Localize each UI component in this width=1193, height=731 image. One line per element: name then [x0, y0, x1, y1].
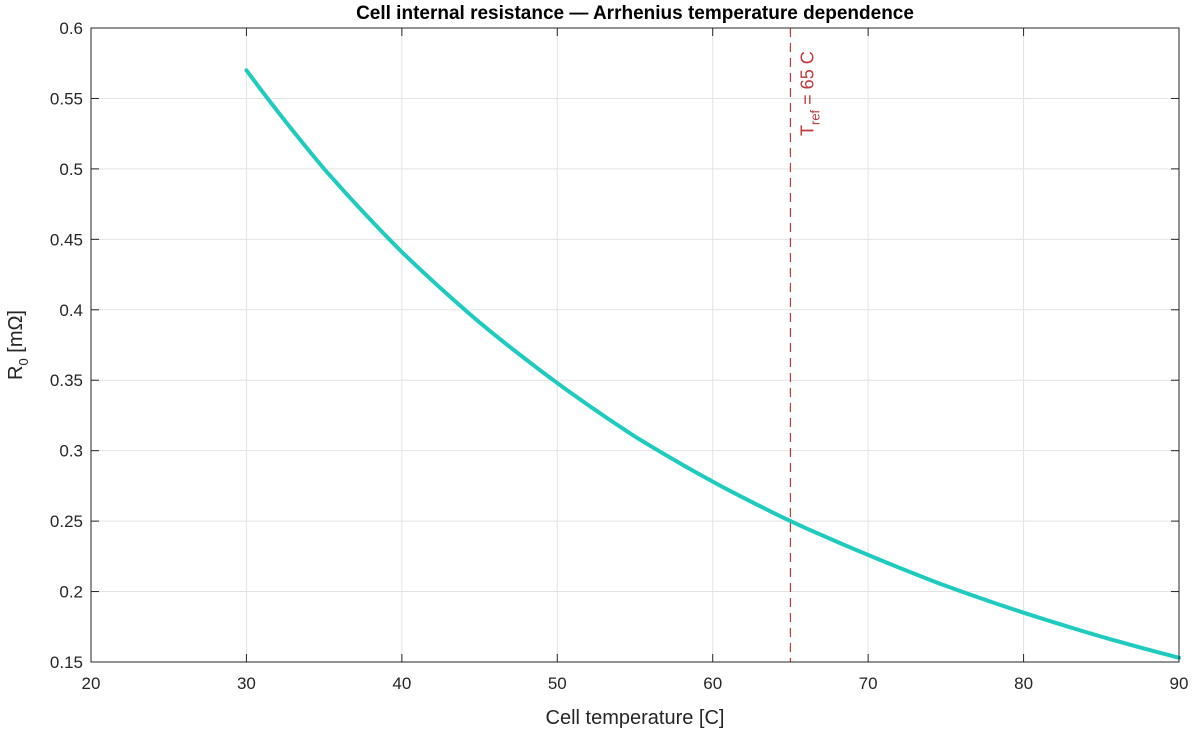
x-tick-label: 60	[703, 674, 722, 693]
x-tick-label: 70	[859, 674, 878, 693]
x-tick-label: 80	[1014, 674, 1033, 693]
series-line	[244, 68, 1181, 660]
y-axis-label-subscript: 0	[16, 358, 31, 365]
y-tick-label: 0.6	[59, 19, 83, 38]
y-axis-ticks: 0.15 0.2 0.25 0.3 0.35 0.4 0.45 0.5 0.55 0.6	[50, 19, 1179, 672]
y-axis-label-main: R	[5, 366, 27, 380]
x-axis-label: Cell temperature [C]	[546, 707, 725, 729]
reference-line-label: Tref = 65 C	[797, 51, 822, 136]
y-tick-label: 0.35	[50, 371, 83, 390]
x-tick-label: 50	[548, 674, 567, 693]
x-tick-label: 30	[237, 674, 256, 693]
series-layer	[244, 68, 1181, 660]
plot-frame	[90, 27, 1180, 663]
x-tick-label: 20	[82, 674, 101, 693]
x-tick-label: 90	[1170, 674, 1189, 693]
y-tick-label: 0.3	[59, 442, 83, 461]
y-tick-label: 0.2	[59, 583, 83, 602]
annotation-layer: Tref = 65 C	[789, 28, 822, 662]
y-tick-label: 0.25	[50, 512, 83, 531]
y-tick-label: 0.5	[59, 160, 83, 179]
reference-label-subscript: ref	[807, 109, 822, 125]
y-tick-label: 0.55	[50, 89, 83, 108]
plot-area	[91, 28, 1179, 662]
y-tick-label: 0.15	[50, 653, 83, 672]
chart-title: Cell internal resistance — Arrhenius tem…	[356, 3, 914, 24]
x-axis-ticks: 20 30 40 50 60 70 80 90	[82, 28, 1189, 693]
reference-label-main: T	[797, 125, 817, 136]
x-tick-label: 40	[392, 674, 411, 693]
reference-label-value: = 65 C	[797, 51, 817, 110]
y-tick-label: 0.45	[50, 230, 83, 249]
y-tick-label: 0.4	[59, 301, 83, 320]
y-axis-label: R0 [mΩ]	[5, 310, 31, 380]
y-axis-label-unit: [mΩ]	[5, 310, 27, 358]
